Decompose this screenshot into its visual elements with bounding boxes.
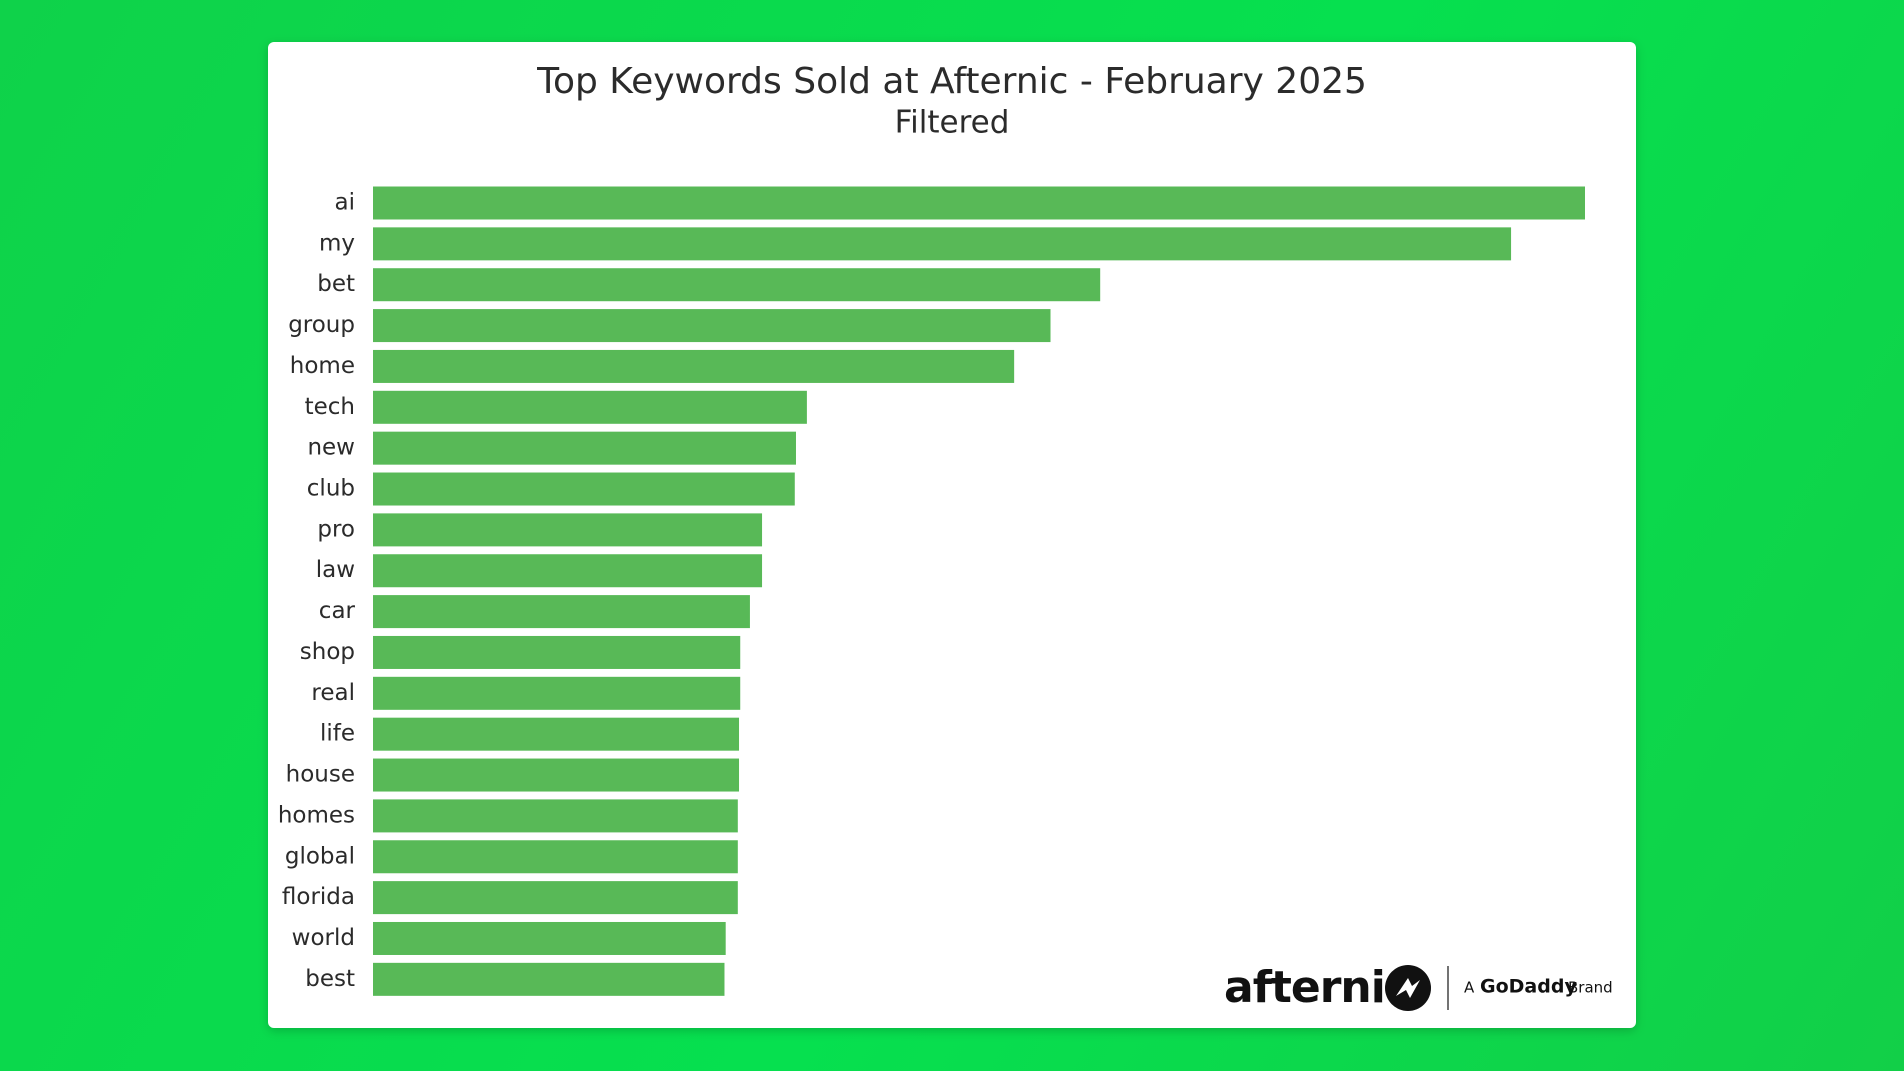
y-tick-label: home bbox=[290, 353, 355, 379]
y-tick-label: bet bbox=[317, 271, 355, 297]
bar bbox=[373, 431, 796, 465]
chart-title: Top Keywords Sold at Afternic - February… bbox=[536, 61, 1367, 102]
bar bbox=[373, 186, 1585, 220]
logo: afternic A GoDaddy Brand bbox=[1224, 962, 1613, 1013]
y-tick-label: my bbox=[319, 230, 355, 256]
y-tick-label: homes bbox=[278, 802, 355, 828]
bar bbox=[373, 513, 763, 547]
y-tick-label: florida bbox=[282, 884, 355, 910]
bar bbox=[373, 390, 807, 424]
bar bbox=[373, 554, 763, 588]
bar bbox=[373, 676, 741, 710]
y-tick-label: life bbox=[320, 721, 355, 747]
bar bbox=[373, 472, 795, 506]
y-tick-label: shop bbox=[300, 639, 355, 665]
y-tick-label: car bbox=[319, 598, 356, 624]
y-tick-label: real bbox=[311, 680, 355, 706]
logo-text: afternic bbox=[1224, 962, 1410, 1013]
bar bbox=[373, 717, 740, 751]
bar bbox=[373, 799, 738, 833]
y-tick-label: world bbox=[292, 925, 355, 951]
bar bbox=[373, 268, 1101, 302]
bar bbox=[373, 881, 738, 915]
chart-subtitle: Filtered bbox=[895, 105, 1010, 141]
bar bbox=[373, 921, 726, 955]
bar bbox=[373, 349, 1015, 383]
tagline-brand: GoDaddy bbox=[1480, 976, 1577, 998]
bar bbox=[373, 962, 725, 996]
tagline-prefix: A bbox=[1464, 979, 1475, 997]
bar bbox=[373, 840, 738, 874]
logo-icon-mark bbox=[1396, 978, 1420, 998]
bar bbox=[373, 309, 1051, 343]
tagline-suffix: Brand bbox=[1568, 979, 1613, 997]
bar bbox=[373, 227, 1512, 261]
y-tick-label: new bbox=[307, 435, 355, 461]
bar bbox=[373, 595, 750, 629]
y-tick-label: law bbox=[316, 557, 355, 583]
bar bbox=[373, 758, 740, 792]
y-tick-label: group bbox=[288, 312, 355, 338]
y-tick-label: house bbox=[286, 762, 355, 788]
bar bbox=[373, 635, 741, 669]
y-tick-label: ai bbox=[335, 190, 355, 216]
y-tick-label: pro bbox=[317, 516, 355, 542]
y-tick-label: club bbox=[307, 476, 355, 502]
y-tick-label: global bbox=[285, 843, 355, 869]
y-tick-label: best bbox=[305, 966, 355, 992]
y-tick-label: tech bbox=[305, 394, 355, 420]
